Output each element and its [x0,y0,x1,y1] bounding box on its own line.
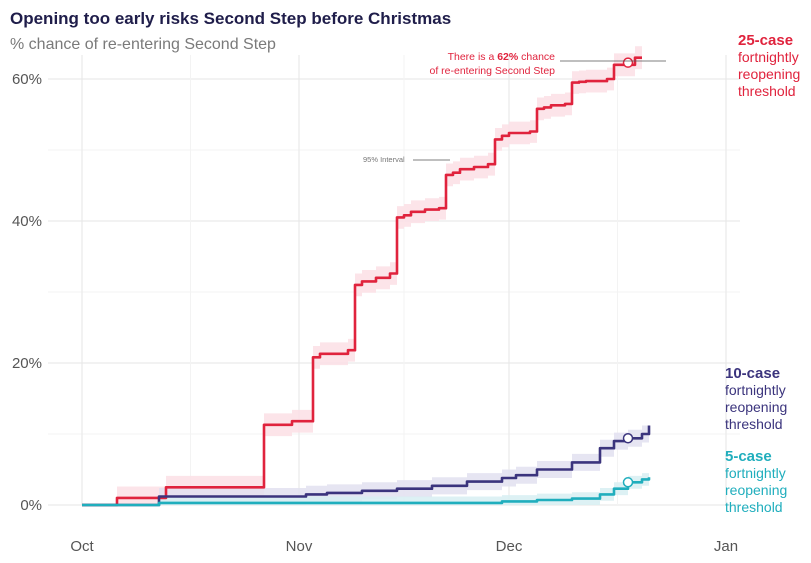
legend-25-case-line-3: threshold [738,83,796,99]
legend-5-case: 5-case fortnightly reopening threshold [725,448,787,516]
x-tick-label: Dec [496,538,523,555]
series-line-1 [82,425,651,507]
legend-10-case-line-1: fortnightly [725,382,786,398]
chart-title: Opening too early risks Second Step befo… [10,9,452,28]
legend-25-case: 25-case fortnightly reopening threshold [738,32,800,100]
legend-5-case-line-1: fortnightly [725,465,786,481]
confidence-bands [117,46,649,506]
legend-5-case-line-3: threshold [725,499,783,515]
y-tick-label: 0% [20,497,42,514]
x-tick-label: Nov [286,538,313,555]
y-tick-label: 60% [12,71,42,88]
callout-line-2: of re-entering Second Step [430,65,556,77]
legend-5-case-line-2: reopening [725,482,788,498]
confidence-band-series-0 [117,46,642,506]
legend-5-case-title: 5-case [725,448,772,465]
confidence-band-series-1 [159,417,649,505]
x-tick-label: Jan [714,538,738,555]
series-line-0 [82,56,642,507]
confidence-band-series-2 [159,470,649,505]
chart-subtitle: % chance of re-entering Second Step [10,36,276,53]
legend-25-case-line-2: reopening [738,66,801,82]
legend-25-case-title: 25-case [738,32,794,49]
callout-line-1: There is a 62% chance [448,51,556,63]
interval-label: 95% Interval [363,155,405,164]
highlight-points [622,57,634,488]
series-line-2 [82,477,651,507]
grid-lines [48,55,740,506]
legend-25-case-line-1: fortnightly [738,49,799,65]
legend-10-case-title: 10-case [725,365,781,382]
series-lines [82,56,651,507]
y-tick-label: 40% [12,213,42,230]
highlight-point-series-2 [622,477,634,488]
x-tick-label: Oct [70,538,94,555]
legend-10-case-line-3: threshold [725,416,783,432]
highlight-point-series-0 [622,57,634,68]
y-axis-ticks: 0% 20% 40% 60% [12,71,42,514]
x-axis-ticks: Oct Nov Dec Jan [70,538,738,555]
legend-10-case: 10-case fortnightly reopening threshold [725,365,787,433]
legend-10-case-line-2: reopening [725,399,788,415]
annotations: 95% Interval There is a 62% chance of re… [363,51,666,164]
highlight-point-series-1 [622,433,634,444]
y-tick-label: 20% [12,355,42,372]
